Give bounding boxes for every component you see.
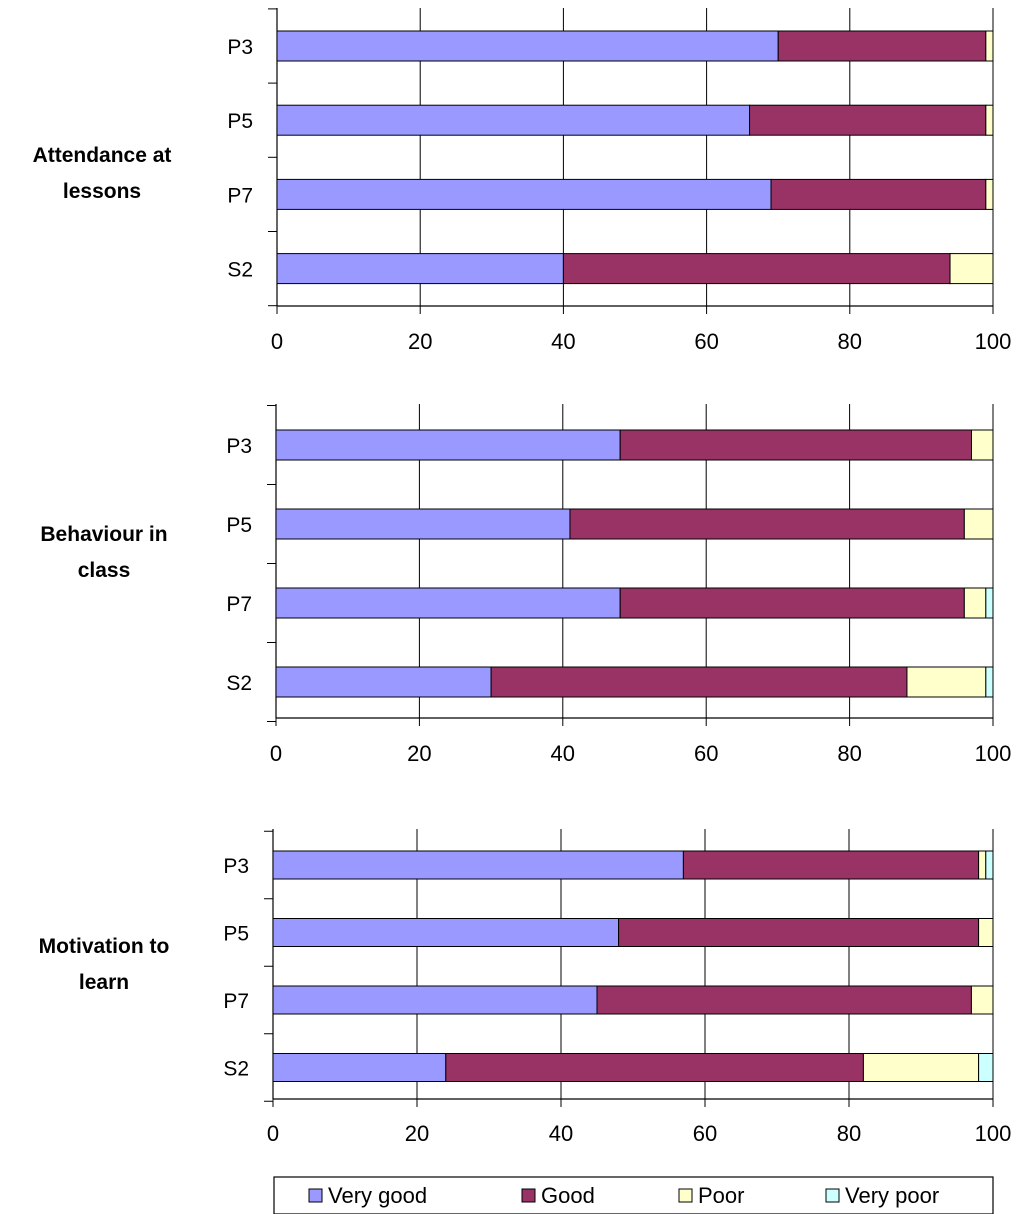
bar-1-s2-good: [562, 253, 951, 285]
bar-2-s2-very-poor: [985, 666, 994, 698]
bar-1-p7-good: [770, 178, 987, 210]
tick-label-2-2: 20: [407, 741, 431, 766]
category-label-2-p7: P7: [226, 593, 252, 616]
bar-3-p7-very-good: [272, 985, 598, 1015]
bar-3-s2-very-good: [272, 1053, 447, 1082]
bar-3-p5-good: [618, 918, 980, 947]
tick-label-1-2: 20: [408, 329, 432, 354]
tick-label-3-4: 60: [693, 1121, 717, 1146]
legend-label-very-poor: Very poor: [845, 1183, 939, 1208]
bar-3-p3-good: [682, 850, 980, 880]
bar-3-s2-poor: [862, 1053, 980, 1082]
bar-3-s2-good: [445, 1053, 864, 1082]
tick-label-2-4: 60: [694, 741, 718, 766]
bar-1-p3-very-good: [276, 30, 779, 62]
tick-label-3-2: 20: [405, 1121, 429, 1146]
bar-3-p3-very-poor: [985, 850, 994, 880]
panel-title-3-line-1: Motivation to: [39, 935, 170, 958]
tick-label-1-6: 100: [975, 329, 1012, 354]
tick-label-3-3: 40: [549, 1121, 573, 1146]
panel-title-1-line-1: Attendance at: [33, 144, 172, 167]
legend-swatch-very-good: [308, 1188, 323, 1203]
bar-1-p5-good: [749, 104, 987, 136]
tick-label-2-1: 0: [270, 741, 282, 766]
bar-3-s2-very-poor: [978, 1053, 994, 1082]
tick-label-3-5: 80: [837, 1121, 861, 1146]
tick-label-2-5: 80: [837, 741, 861, 766]
tick-label-3-1: 0: [267, 1121, 279, 1146]
bar-2-s2-poor: [906, 666, 987, 698]
category-label-1-s2: S2: [227, 259, 253, 282]
panel-title-1-line-2: lessons: [63, 180, 141, 203]
bar-2-p3-poor: [970, 429, 994, 461]
tick-label-1-3: 40: [551, 329, 575, 354]
bar-2-s2-very-good: [275, 666, 492, 698]
category-label-1-p5: P5: [227, 110, 253, 133]
category-label-3-p7: P7: [223, 990, 249, 1013]
bar-2-p7-very-poor: [985, 587, 994, 619]
bar-2-p7-very-good: [275, 587, 621, 619]
legend-swatch-good: [521, 1188, 536, 1203]
bar-1-p5-very-good: [276, 104, 751, 136]
bar-3-p3-very-good: [272, 850, 684, 880]
tick-label-3-6: 100: [975, 1121, 1012, 1146]
category-label-3-p3: P3: [223, 855, 249, 878]
category-label-2-p5: P5: [226, 514, 252, 537]
bar-2-s2-good: [490, 666, 908, 698]
tick-label-2-3: 40: [551, 741, 575, 766]
tick-label-1-5: 80: [838, 329, 862, 354]
bar-2-p3-good: [619, 429, 972, 461]
category-label-1-p7: P7: [227, 184, 253, 207]
legend-label-poor: Poor: [698, 1183, 744, 1208]
bar-2-p5-good: [569, 508, 965, 540]
category-label-3-p5: P5: [223, 923, 249, 946]
bar-2-p5-very-good: [275, 508, 571, 540]
bar-2-p3-very-good: [275, 429, 621, 461]
legend-swatch-very-poor: [825, 1188, 840, 1203]
bar-1-p5-poor: [985, 104, 994, 136]
bar-2-p7-poor: [963, 587, 987, 619]
bar-1-p3-poor: [985, 30, 994, 62]
bar-1-p3-good: [777, 30, 987, 62]
bar-3-p5-poor: [978, 918, 994, 947]
bar-3-p7-poor: [970, 985, 994, 1015]
bar-2-p7-good: [619, 587, 965, 619]
bar-3-p3-poor: [978, 850, 987, 880]
legend-swatch-poor: [678, 1188, 693, 1203]
legend-label-very-good: Very good: [328, 1183, 427, 1208]
tick-label-1-4: 60: [694, 329, 718, 354]
bar-1-p7-poor: [985, 178, 994, 210]
bar-1-s2-poor: [949, 253, 994, 285]
tick-label-2-6: 100: [975, 741, 1012, 766]
tick-label-1-1: 0: [271, 329, 283, 354]
category-label-2-p3: P3: [226, 435, 252, 458]
category-label-3-s2: S2: [223, 1058, 249, 1081]
bar-3-p5-very-good: [272, 918, 620, 947]
bar-1-s2-very-good: [276, 253, 564, 285]
legend-box: [273, 1176, 994, 1214]
bar-3-p7-good: [596, 985, 972, 1015]
category-label-2-s2: S2: [226, 672, 252, 695]
legend-label-good: Good: [541, 1183, 595, 1208]
category-label-1-p3: P3: [227, 36, 253, 59]
panel-title-3-line-2: learn: [79, 971, 129, 994]
bar-2-p5-poor: [963, 508, 994, 540]
panel-title-2-line-2: class: [78, 559, 131, 582]
bar-1-p7-very-good: [276, 178, 772, 210]
panel-title-2-line-1: Behaviour in: [40, 523, 167, 546]
